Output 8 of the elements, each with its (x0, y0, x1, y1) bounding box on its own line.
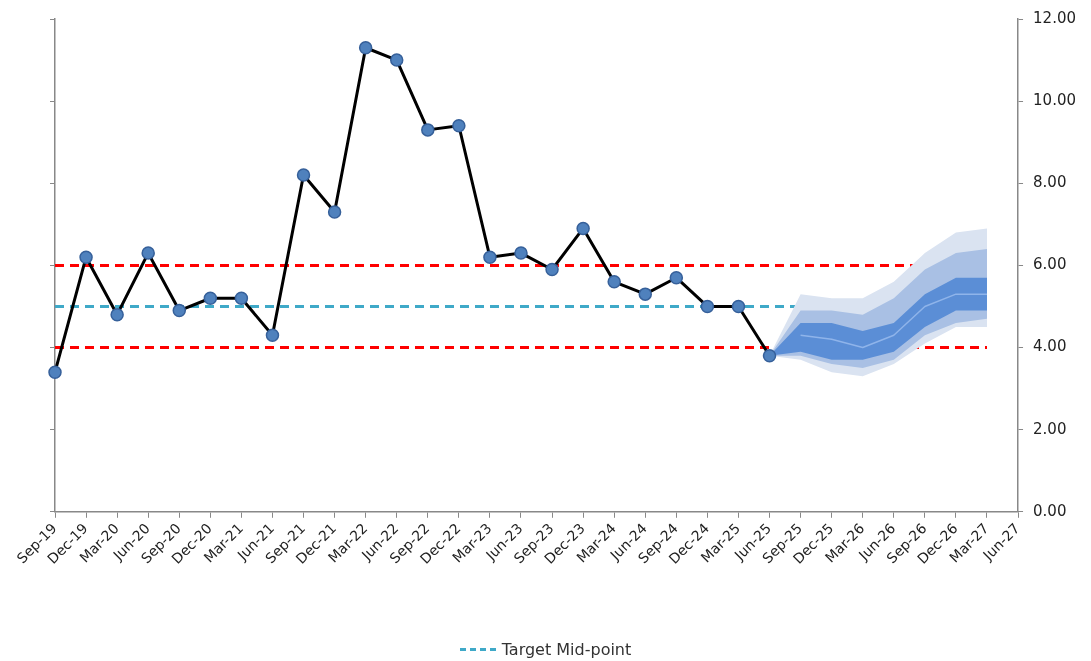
legend-label: Target Mid-point (501, 640, 632, 659)
y-tick-label: 4.00 (1033, 337, 1067, 356)
y-tick-label: 8.00 (1033, 173, 1067, 192)
y-tick-label: 12.00 (1033, 8, 1077, 27)
y-tick-label: 6.00 (1033, 255, 1067, 274)
y-tick-label: 10.00 (1033, 91, 1077, 110)
y-tick-label: 2.00 (1033, 419, 1067, 438)
y-tick-label: 0.00 (1033, 501, 1067, 520)
